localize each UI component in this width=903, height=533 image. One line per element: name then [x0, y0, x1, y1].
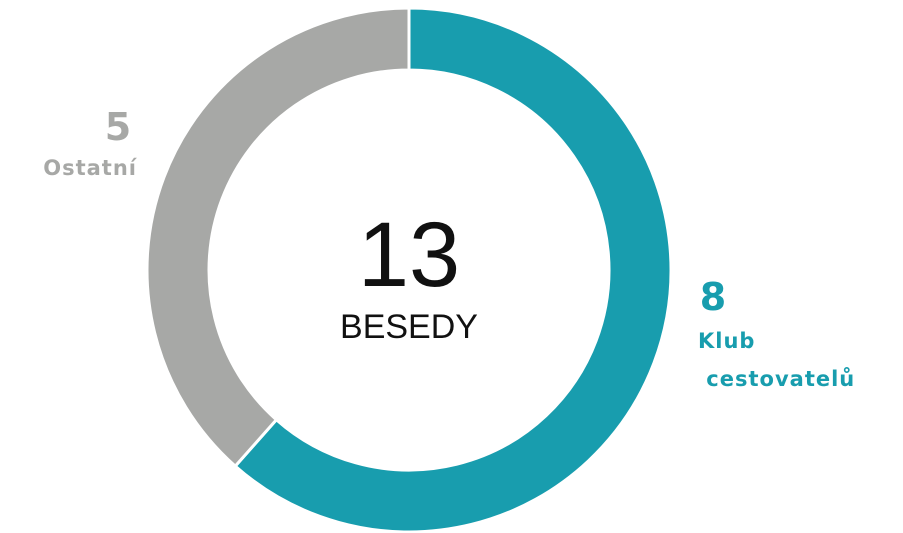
- slice-label: Klub cestovatelů: [698, 329, 855, 391]
- slice-label: Ostatní: [43, 156, 138, 180]
- slice-value: 5: [105, 105, 131, 149]
- slice-value: 8: [700, 275, 726, 319]
- donut-slice: [233, 6, 673, 533]
- donut: [145, 6, 673, 533]
- donut-slice: [145, 6, 411, 469]
- center-label: BESEDY: [340, 308, 478, 346]
- center-value: 13: [358, 204, 460, 306]
